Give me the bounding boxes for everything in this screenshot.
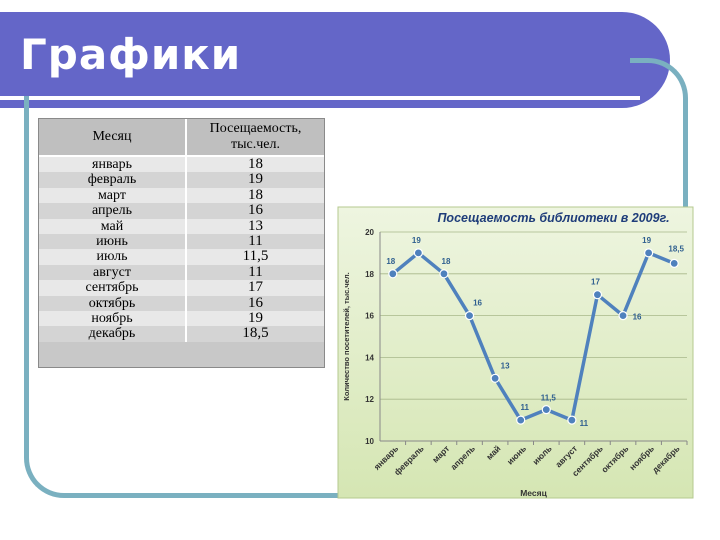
month-cell: февраль <box>39 172 187 188</box>
month-cell: июнь <box>39 234 187 250</box>
month-cell: сентябрь <box>39 280 187 296</box>
series-line <box>391 251 675 422</box>
attendance-cell: 17 <box>186 279 324 296</box>
data-point <box>669 258 679 268</box>
y-tick-label: 12 <box>365 395 374 404</box>
chart-title: Посещаемость библиотеки в 2009г. <box>437 211 669 225</box>
data-label: 19 <box>642 236 651 245</box>
table-row: октябрь 16 <box>39 295 324 312</box>
data-point <box>644 248 654 258</box>
month-cell: август <box>39 264 187 281</box>
data-label: 13 <box>501 361 510 370</box>
data-point <box>516 415 526 425</box>
data-label: 11,5 <box>541 394 557 403</box>
table-row: июль 11,5 <box>39 249 324 265</box>
data-point <box>567 415 577 425</box>
data-point <box>618 310 628 321</box>
data-label: 18 <box>442 257 451 266</box>
attendance-cell: 11 <box>186 264 324 281</box>
data-point <box>592 290 603 300</box>
y-tick-label: 20 <box>365 228 374 237</box>
attendance-cell: 16 <box>186 295 324 312</box>
data-label: 18 <box>386 257 395 266</box>
chart-background <box>337 206 694 499</box>
attendance-cell: 16 <box>186 202 324 219</box>
month-cell: октябрь <box>39 295 187 312</box>
attendance-cell: 19 <box>186 310 324 327</box>
table-row: ноябрь 19 <box>39 310 324 327</box>
attendance-cell: 18 <box>186 156 324 173</box>
table-row: февраль 19 <box>39 171 324 188</box>
y-tick-label: 14 <box>365 353 374 362</box>
data-label: 17 <box>591 278 600 287</box>
table-row: март 18 <box>39 187 324 204</box>
attendance-cell: 19 <box>186 171 324 188</box>
attendance-cell: 11 <box>186 233 324 250</box>
table-row: август 11 <box>39 264 324 281</box>
y-axis-title: Количество посетителей, тыс.чел. <box>342 272 351 401</box>
attendance-cell: 13 <box>186 218 324 235</box>
month-cell: декабрь <box>39 326 187 342</box>
data-label: 16 <box>473 299 482 308</box>
table-row: сентябрь 17 <box>39 279 324 296</box>
data-label: 11 <box>580 419 589 428</box>
table-header-row: Месяц Посещаемость, тыс.чел. <box>39 119 324 157</box>
data-point <box>541 405 551 415</box>
data-point <box>413 248 423 258</box>
table-row: январь 18 <box>39 156 324 173</box>
month-cell: июль <box>39 249 187 265</box>
table-row: май 13 <box>39 218 324 235</box>
data-point <box>439 269 449 279</box>
column-header-month: Месяц <box>39 119 187 157</box>
slide-title: Графики <box>20 30 242 79</box>
month-cell: январь <box>39 156 187 173</box>
y-tick-label: 10 <box>365 437 374 446</box>
decorative-frame-left <box>24 96 344 498</box>
data-label: 19 <box>412 236 421 245</box>
month-cell: ноябрь <box>39 311 187 327</box>
attendance-cell: 18,5 <box>186 326 324 342</box>
month-cell: май <box>39 218 187 235</box>
attendance-cell: 18 <box>186 187 324 204</box>
attendance-cell: 11,5 <box>186 249 324 265</box>
data-label: 16 <box>633 313 642 322</box>
month-cell: март <box>39 187 187 204</box>
table-row: декабрь 18,5 <box>39 326 324 342</box>
table-row: июнь 11 <box>39 233 324 250</box>
table-row: апрель 16 <box>39 202 324 219</box>
data-point <box>490 373 500 383</box>
column-header-attendance: Посещаемость, тыс.чел. <box>186 119 324 157</box>
x-axis-title: Месяц <box>520 488 547 498</box>
data-label: 18,5 <box>668 244 684 253</box>
header-bar <box>0 12 670 108</box>
y-tick-label: 16 <box>365 312 374 321</box>
month-cell: апрель <box>39 203 187 219</box>
data-point <box>388 269 398 279</box>
data-label: 11 <box>520 403 529 412</box>
data-point <box>464 310 475 321</box>
y-tick-label: 18 <box>365 270 374 279</box>
attendance-table: Месяц Посещаемость, тыс.чел. январь 18 фев… <box>38 118 325 368</box>
